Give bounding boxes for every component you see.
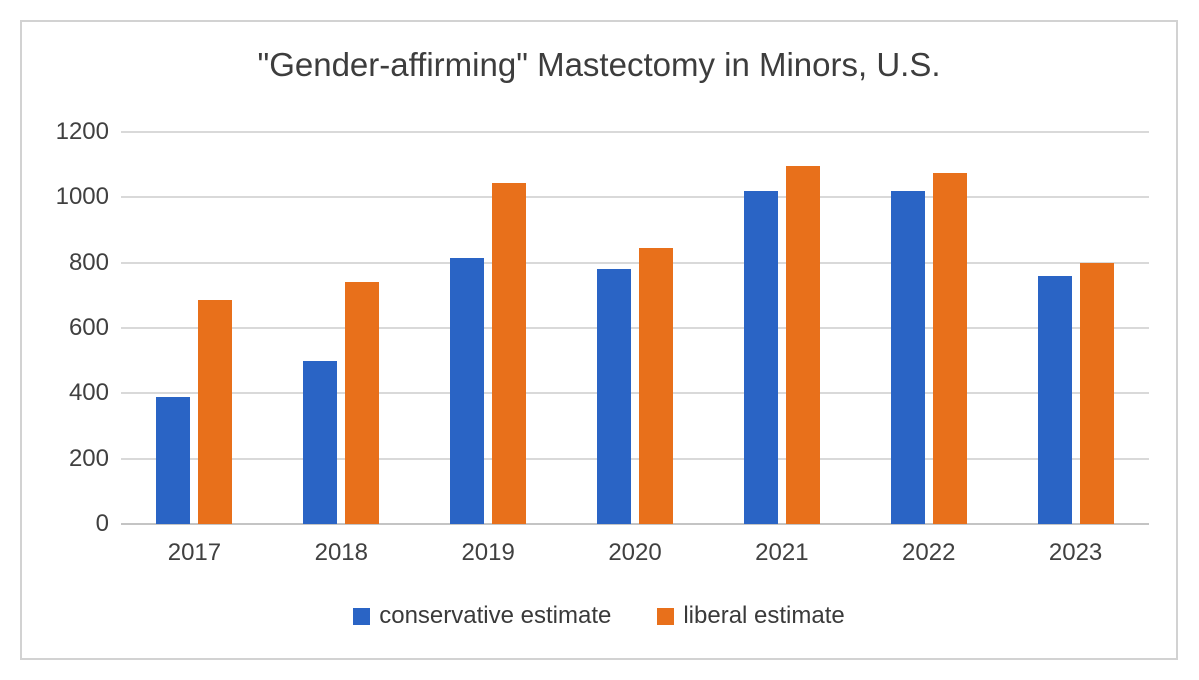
bar-group-2022 bbox=[855, 132, 1002, 524]
bar-liberal-2019 bbox=[492, 182, 527, 524]
bar-liberal-2020 bbox=[639, 247, 673, 524]
chart-title: "Gender-affirming" Mastectomy in Minors,… bbox=[257, 46, 941, 83]
x-tick-label-2022: 2022 bbox=[902, 539, 956, 566]
legend-item-conservative: conservative estimate bbox=[353, 602, 611, 630]
legend: conservative estimate liberal estimate bbox=[22, 602, 1176, 630]
bar-conservative-2017 bbox=[156, 396, 191, 524]
x-tick-label-2017: 2017 bbox=[167, 539, 222, 566]
bar-group-2020 bbox=[562, 132, 709, 524]
y-tick-label-200: 200 bbox=[68, 444, 109, 472]
bar-group-2018 bbox=[268, 132, 415, 524]
y-tick-label-400: 400 bbox=[68, 379, 109, 407]
gridline-1000 bbox=[121, 196, 1149, 199]
bar-liberal-2021 bbox=[785, 166, 820, 524]
x-tick-label-2019: 2019 bbox=[461, 539, 515, 566]
legend-swatch-liberal bbox=[657, 607, 675, 625]
bar-liberal-2017 bbox=[198, 300, 233, 524]
bar-liberal-2018 bbox=[345, 282, 380, 524]
chart-frame: "Gender-affirming" Mastectomy in Minors,… bbox=[20, 20, 1178, 660]
legend-label-conservative: conservative estimate bbox=[379, 602, 612, 629]
bar-conservative-2021 bbox=[743, 190, 778, 524]
bar-groups bbox=[121, 132, 1149, 524]
y-tick-label-800: 800 bbox=[68, 248, 109, 276]
bar-conservative-2022 bbox=[890, 190, 925, 524]
bar-group-2017 bbox=[121, 132, 268, 524]
bar-liberal-2022 bbox=[932, 172, 967, 524]
x-tick-label-2021: 2021 bbox=[755, 539, 809, 566]
gridline-600 bbox=[121, 327, 1149, 329]
plot-area bbox=[121, 131, 1149, 525]
y-tick-label-600: 600 bbox=[68, 314, 109, 341]
gridline-1200 bbox=[121, 131, 1149, 133]
gridline-400 bbox=[121, 392, 1149, 395]
y-axis: 0 200 400 600 800 1000 1200 bbox=[22, 118, 114, 537]
x-axis-line bbox=[121, 523, 1149, 525]
y-tick-label-0: 0 bbox=[95, 510, 109, 537]
gridline-800 bbox=[121, 261, 1149, 264]
bar-group-2021 bbox=[708, 132, 855, 524]
bar-conservative-2018 bbox=[303, 360, 338, 524]
x-axis: 2017 2018 2019 2020 2021 2022 2023 bbox=[121, 539, 1149, 567]
x-tick-label-2020: 2020 bbox=[608, 539, 662, 566]
bar-conservative-2019 bbox=[450, 257, 485, 524]
gridline-200 bbox=[121, 457, 1149, 460]
legend-label-liberal: liberal estimate bbox=[683, 602, 845, 629]
bar-conservative-2020 bbox=[597, 269, 631, 524]
bar-group-2023 bbox=[1002, 132, 1149, 524]
legend-item-liberal: liberal estimate bbox=[657, 602, 845, 630]
bar-group-2019 bbox=[415, 132, 562, 524]
bar-liberal-2023 bbox=[1079, 262, 1114, 524]
bar-conservative-2023 bbox=[1037, 275, 1072, 524]
y-tick-label-1200: 1200 bbox=[55, 118, 109, 145]
x-tick-label-2023: 2023 bbox=[1048, 539, 1103, 566]
y-tick-label-1000: 1000 bbox=[55, 183, 109, 211]
x-tick-label-2018: 2018 bbox=[314, 539, 368, 566]
legend-swatch-conservative bbox=[353, 607, 371, 625]
